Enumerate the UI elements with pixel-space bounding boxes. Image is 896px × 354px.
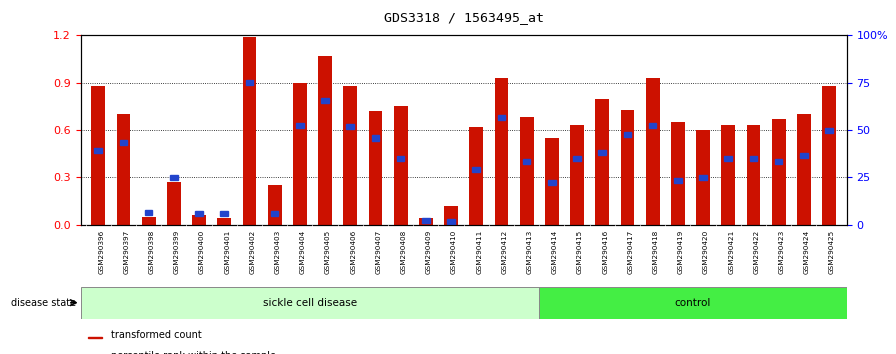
Bar (170, 175, 177, 180)
Bar (246, 80, 254, 85)
Bar (775, 159, 782, 164)
Bar (520, 118, 534, 225)
Bar (91, 86, 105, 225)
Text: GSM290425: GSM290425 (829, 230, 835, 274)
Bar (649, 123, 657, 128)
Bar (595, 98, 609, 225)
Text: GSM290416: GSM290416 (602, 230, 608, 274)
Bar (624, 132, 632, 137)
Bar (293, 83, 306, 225)
Text: GSM290411: GSM290411 (477, 230, 482, 274)
Text: control: control (675, 298, 711, 308)
Text: GSM290421: GSM290421 (728, 230, 735, 274)
Bar (422, 217, 430, 223)
Text: GSM290399: GSM290399 (174, 230, 180, 274)
Bar (116, 114, 131, 225)
Bar (570, 125, 584, 225)
Bar (472, 167, 480, 172)
Text: GSM290403: GSM290403 (275, 230, 280, 274)
Text: GDS3318 / 1563495_at: GDS3318 / 1563495_at (383, 11, 544, 24)
Bar (523, 159, 530, 164)
Bar (271, 211, 279, 216)
Bar (725, 156, 732, 161)
Text: GSM290407: GSM290407 (375, 230, 382, 274)
Bar (800, 153, 807, 158)
Bar (318, 56, 332, 225)
Bar (347, 124, 354, 130)
Bar (296, 123, 304, 128)
Text: GSM290408: GSM290408 (401, 230, 407, 274)
Bar (497, 115, 505, 120)
Bar (368, 111, 383, 225)
Bar (447, 219, 455, 224)
Bar (195, 211, 202, 216)
Bar (142, 217, 156, 225)
Text: sickle cell disease: sickle cell disease (263, 298, 357, 308)
Text: GSM290418: GSM290418 (652, 230, 659, 274)
Text: GSM290402: GSM290402 (249, 230, 255, 274)
Bar (671, 122, 685, 225)
Bar (393, 107, 408, 225)
Bar (145, 210, 152, 215)
Text: GSM290423: GSM290423 (779, 230, 785, 274)
Bar (621, 110, 634, 225)
Bar (825, 127, 833, 133)
Bar (797, 114, 811, 225)
Bar (89, 337, 102, 338)
Text: disease state: disease state (11, 298, 76, 308)
Bar (397, 156, 404, 161)
Bar (268, 185, 281, 225)
Bar (599, 150, 606, 155)
Bar (343, 86, 358, 225)
Text: transformed count: transformed count (111, 330, 202, 340)
Text: GSM290410: GSM290410 (451, 230, 457, 274)
Bar (81, 287, 539, 319)
Bar (322, 98, 329, 103)
Bar (696, 130, 710, 225)
Bar (470, 127, 483, 225)
Text: GSM290412: GSM290412 (502, 230, 507, 274)
Bar (674, 178, 682, 183)
Bar (539, 287, 847, 319)
Bar (192, 215, 206, 225)
Text: GSM290404: GSM290404 (300, 230, 306, 274)
Text: GSM290397: GSM290397 (124, 230, 130, 274)
Bar (495, 78, 508, 225)
Bar (721, 125, 736, 225)
Bar (746, 125, 761, 225)
Bar (220, 211, 228, 216)
Bar (823, 86, 836, 225)
Text: GSM290420: GSM290420 (703, 230, 709, 274)
Bar (167, 182, 181, 225)
Text: GSM290424: GSM290424 (804, 230, 810, 274)
Text: GSM290401: GSM290401 (224, 230, 230, 274)
Bar (419, 218, 433, 225)
Text: GSM290396: GSM290396 (99, 230, 104, 274)
Text: GSM290417: GSM290417 (627, 230, 633, 274)
Bar (120, 140, 127, 145)
Text: GSM290422: GSM290422 (754, 230, 760, 274)
Bar (372, 136, 379, 141)
Bar (699, 175, 707, 180)
Bar (750, 156, 757, 161)
Bar (646, 78, 659, 225)
Text: GSM290400: GSM290400 (199, 230, 205, 274)
Text: GSM290405: GSM290405 (325, 230, 332, 274)
Bar (545, 138, 559, 225)
Bar (548, 179, 556, 185)
Text: GSM290406: GSM290406 (350, 230, 357, 274)
Bar (444, 206, 458, 225)
Text: GSM290398: GSM290398 (149, 230, 155, 274)
Bar (771, 119, 786, 225)
Bar (243, 37, 256, 225)
Bar (573, 156, 581, 161)
Bar (94, 148, 102, 153)
Text: GSM290409: GSM290409 (426, 230, 432, 274)
Text: percentile rank within the sample: percentile rank within the sample (111, 351, 276, 354)
Bar (218, 218, 231, 225)
Text: GSM290415: GSM290415 (577, 230, 583, 274)
Text: GSM290414: GSM290414 (552, 230, 558, 274)
Text: GSM290419: GSM290419 (678, 230, 684, 274)
Text: GSM290413: GSM290413 (527, 230, 533, 274)
